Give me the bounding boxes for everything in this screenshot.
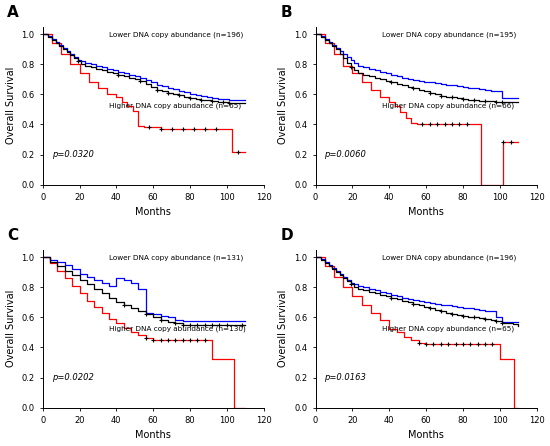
Text: B: B — [280, 5, 292, 21]
Y-axis label: Overall Survival: Overall Survival — [6, 67, 15, 145]
X-axis label: Months: Months — [408, 430, 444, 441]
Text: Lower DNA copy abundance (n=196): Lower DNA copy abundance (n=196) — [382, 255, 516, 261]
Y-axis label: Overall Survival: Overall Survival — [6, 290, 15, 368]
Y-axis label: Overall Survival: Overall Survival — [278, 67, 288, 145]
Text: Higher DNA copy abundance (n=65): Higher DNA copy abundance (n=65) — [382, 326, 514, 332]
Text: p=0.0202: p=0.0202 — [52, 373, 94, 382]
Text: A: A — [7, 5, 19, 21]
Text: Higher DNA copy abundance (n=65): Higher DNA copy abundance (n=65) — [109, 103, 241, 109]
Text: Higher DNA copy abundance (n=66): Higher DNA copy abundance (n=66) — [382, 103, 514, 109]
Text: Higher DNA copy abundance (n=130): Higher DNA copy abundance (n=130) — [109, 326, 246, 332]
Text: p=0.0163: p=0.0163 — [324, 373, 366, 382]
Y-axis label: Overall Survival: Overall Survival — [278, 290, 288, 368]
Text: C: C — [7, 228, 19, 244]
Text: D: D — [280, 228, 293, 244]
X-axis label: Months: Months — [135, 430, 171, 441]
Text: Lower DNA copy abundance (n=195): Lower DNA copy abundance (n=195) — [382, 32, 516, 38]
Text: p=0.0060: p=0.0060 — [324, 150, 366, 159]
Text: Lower DNA copy abundance (n=131): Lower DNA copy abundance (n=131) — [109, 255, 243, 261]
X-axis label: Months: Months — [408, 207, 444, 218]
X-axis label: Months: Months — [135, 207, 171, 218]
Text: Lower DNA copy abundance (n=196): Lower DNA copy abundance (n=196) — [109, 32, 243, 38]
Text: p=0.0320: p=0.0320 — [52, 150, 94, 159]
